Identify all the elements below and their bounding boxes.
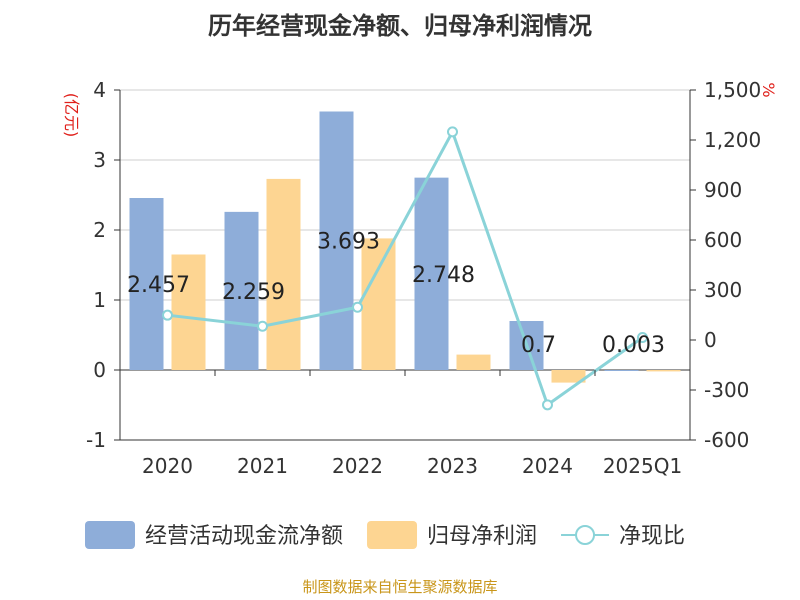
right-tick-label: 600 <box>704 228 742 252</box>
source-note: 制图数据来自恒生聚源数据库 <box>302 578 497 596</box>
line-series <box>162 126 648 411</box>
data-labels: 2.457 2.259 3.693 2.748 0.7 0.003 <box>127 230 665 358</box>
category-label: 2025Q1 <box>603 454 682 478</box>
legend: 经营活动现金流净额 归母净利润 净现比 <box>85 521 685 549</box>
category-label: 2023 <box>427 454 478 478</box>
right-tick-label: -600 <box>704 428 749 452</box>
cash-ratio-point <box>637 332 648 343</box>
legend-swatch-cashflow <box>85 521 135 549</box>
category-label: 2021 <box>237 454 288 478</box>
cashflow-bar <box>224 211 259 370</box>
category-label: 2020 <box>142 454 193 478</box>
chart-title: 历年经营现金净额、归母净利润情况 <box>208 12 592 40</box>
data-label: 3.693 <box>317 230 380 255</box>
data-label: 0.7 <box>521 333 556 358</box>
legend-swatch-net-profit <box>367 521 418 549</box>
legend-label: 归母净利润 <box>427 524 537 549</box>
cashflow-bar <box>129 198 164 370</box>
net-profit-bar <box>361 238 396 370</box>
right-tick-label: 300 <box>704 278 742 302</box>
cashflow-bar <box>604 370 639 371</box>
right-tick-label: 1,500 <box>704 78 761 102</box>
data-label: 0.003 <box>602 333 665 358</box>
cash-ratio-line <box>167 128 644 408</box>
data-label: 2.457 <box>127 273 190 298</box>
left-tick-label: -1 <box>86 428 106 452</box>
cashflow-bar <box>414 177 449 370</box>
cashflow-bar <box>319 111 354 371</box>
left-tick-label: 3 <box>93 148 106 172</box>
cash-ratio-point <box>257 320 268 332</box>
right-tick-label: 0 <box>704 328 717 352</box>
category-label: 2024 <box>522 454 573 478</box>
left-tick-label: 1 <box>93 288 106 312</box>
cash-ratio-point <box>542 399 553 411</box>
category-label: 2022 <box>332 454 383 478</box>
left-tick-label: 0 <box>93 358 106 382</box>
right-tick-label: 1,200 <box>704 128 761 152</box>
right-tick-label: 900 <box>704 178 742 202</box>
net-profit-bar <box>456 354 491 370</box>
legend-label: 经营活动现金流净额 <box>145 524 343 549</box>
data-label: 2.748 <box>412 263 475 288</box>
net-profit-bar <box>551 370 586 383</box>
net-profit-bar <box>171 254 206 370</box>
right-axis-unit: % <box>759 82 778 97</box>
left-axis-unit: (亿元) <box>62 93 81 138</box>
cash-ratio-point <box>162 309 173 321</box>
net-profit-bar <box>646 370 681 372</box>
legend-label: 净现比 <box>619 524 685 549</box>
cash-ratio-point <box>447 126 458 138</box>
net-profit-bar <box>266 178 301 370</box>
left-tick-label: 4 <box>93 78 106 102</box>
data-label: 2.259 <box>222 280 285 305</box>
left-tick-label: 2 <box>93 218 106 242</box>
right-tick-label: -300 <box>704 378 749 402</box>
axes: 4 3 2 1 0 -1 1,500 1,200 900 600 300 0 -300 -600 (亿元)%… <box>62 78 778 478</box>
legend-swatch-ratio-marker <box>575 525 596 545</box>
cash-ratio-point <box>352 301 363 313</box>
bar-series <box>129 111 681 383</box>
